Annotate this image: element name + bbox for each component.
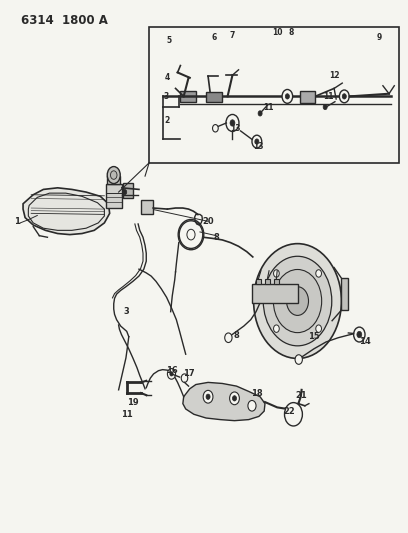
Circle shape bbox=[111, 171, 117, 179]
Text: 1: 1 bbox=[14, 217, 20, 226]
Text: 11: 11 bbox=[323, 92, 333, 101]
Text: 6: 6 bbox=[211, 34, 217, 43]
Text: 5: 5 bbox=[167, 36, 172, 45]
Text: 8: 8 bbox=[289, 28, 294, 37]
Circle shape bbox=[206, 394, 210, 399]
Text: 10: 10 bbox=[272, 28, 282, 37]
Circle shape bbox=[316, 270, 322, 277]
Bar bbox=[252, 284, 297, 303]
Circle shape bbox=[323, 104, 327, 110]
Bar bbox=[206, 92, 222, 102]
Text: 20: 20 bbox=[202, 217, 214, 226]
Circle shape bbox=[189, 232, 193, 237]
Circle shape bbox=[252, 135, 262, 148]
Circle shape bbox=[213, 125, 218, 132]
Text: 21: 21 bbox=[296, 391, 308, 400]
Circle shape bbox=[170, 372, 173, 376]
Polygon shape bbox=[183, 382, 265, 421]
Polygon shape bbox=[23, 188, 110, 235]
Circle shape bbox=[181, 374, 188, 382]
Circle shape bbox=[254, 244, 341, 359]
Text: 7: 7 bbox=[230, 31, 235, 40]
Circle shape bbox=[167, 368, 175, 379]
Text: 13: 13 bbox=[231, 124, 241, 133]
Text: 19: 19 bbox=[127, 398, 139, 407]
Circle shape bbox=[339, 90, 349, 103]
Bar bbox=[141, 199, 153, 214]
Circle shape bbox=[258, 111, 262, 116]
Text: 3: 3 bbox=[124, 307, 130, 316]
Text: 4: 4 bbox=[165, 73, 170, 82]
Circle shape bbox=[357, 332, 362, 338]
Circle shape bbox=[123, 189, 127, 195]
Circle shape bbox=[282, 90, 293, 103]
Circle shape bbox=[316, 325, 322, 333]
Circle shape bbox=[225, 333, 232, 343]
Text: 12: 12 bbox=[329, 70, 339, 79]
Circle shape bbox=[295, 355, 302, 365]
Text: 13: 13 bbox=[254, 142, 264, 151]
Text: 17: 17 bbox=[183, 369, 194, 378]
Circle shape bbox=[230, 120, 235, 126]
Bar bbox=[274, 279, 279, 284]
Circle shape bbox=[248, 400, 256, 411]
Circle shape bbox=[255, 139, 259, 144]
Text: 8: 8 bbox=[234, 331, 239, 340]
Circle shape bbox=[354, 327, 365, 342]
Circle shape bbox=[342, 94, 346, 99]
Bar bbox=[265, 279, 270, 284]
Text: 14: 14 bbox=[359, 337, 370, 346]
Bar bbox=[123, 182, 133, 198]
Text: 3: 3 bbox=[164, 92, 169, 101]
Text: 9: 9 bbox=[376, 34, 381, 43]
Bar bbox=[149, 27, 399, 163]
Text: 2: 2 bbox=[164, 116, 169, 125]
Bar bbox=[341, 278, 348, 310]
Circle shape bbox=[273, 270, 322, 333]
Text: 6314  1800 A: 6314 1800 A bbox=[21, 14, 108, 27]
Bar bbox=[256, 279, 261, 284]
Circle shape bbox=[273, 325, 279, 333]
Circle shape bbox=[263, 256, 332, 346]
Circle shape bbox=[285, 94, 289, 99]
Text: 11: 11 bbox=[263, 102, 273, 111]
Text: 8: 8 bbox=[213, 233, 219, 242]
Circle shape bbox=[226, 115, 239, 132]
Bar bbox=[180, 91, 196, 102]
Circle shape bbox=[187, 229, 195, 240]
Text: 11: 11 bbox=[121, 410, 133, 419]
Circle shape bbox=[284, 402, 302, 426]
Text: 15: 15 bbox=[308, 332, 319, 341]
Circle shape bbox=[273, 270, 279, 277]
Circle shape bbox=[203, 390, 213, 403]
Bar bbox=[106, 184, 122, 208]
Circle shape bbox=[230, 392, 239, 405]
Text: 18: 18 bbox=[251, 389, 263, 398]
Circle shape bbox=[233, 395, 237, 401]
Circle shape bbox=[107, 166, 120, 183]
Bar bbox=[107, 176, 120, 184]
Bar bbox=[299, 91, 315, 103]
Text: 22: 22 bbox=[284, 407, 295, 416]
Text: 16: 16 bbox=[166, 366, 177, 375]
Circle shape bbox=[286, 287, 308, 316]
